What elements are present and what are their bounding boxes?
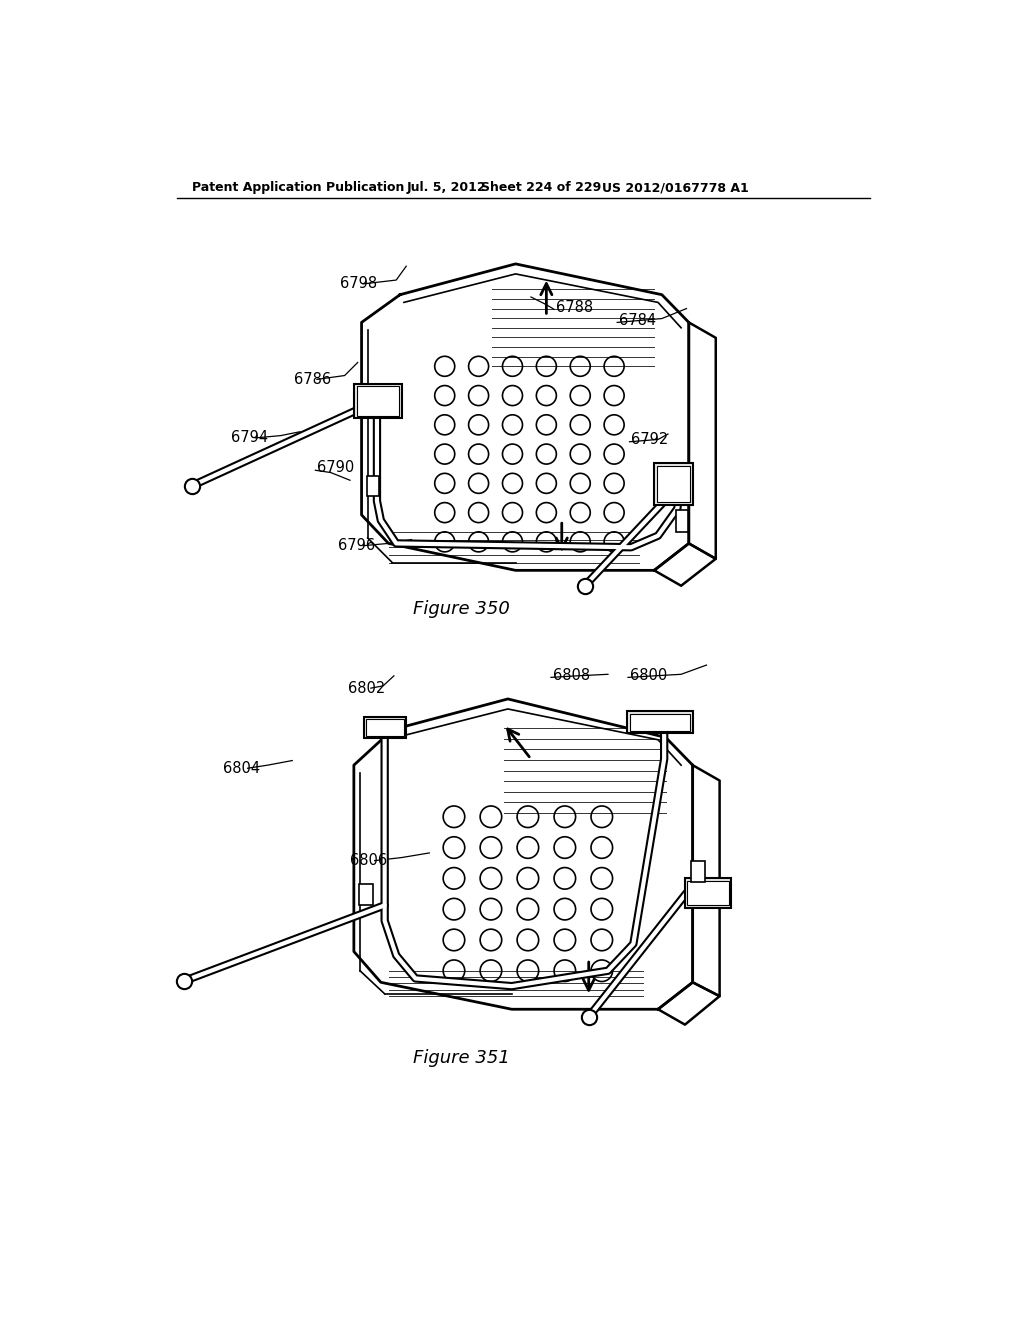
Text: 6796: 6796 xyxy=(339,539,376,553)
Bar xyxy=(628,711,692,733)
Text: 6786: 6786 xyxy=(294,372,331,387)
Text: 6788: 6788 xyxy=(556,300,593,314)
Text: US 2012/0167778 A1: US 2012/0167778 A1 xyxy=(602,181,749,194)
Text: Jul. 5, 2012: Jul. 5, 2012 xyxy=(407,181,485,194)
Text: 6790: 6790 xyxy=(316,461,354,475)
Bar xyxy=(359,884,373,906)
Bar xyxy=(357,387,398,416)
Text: Figure 350: Figure 350 xyxy=(414,601,510,618)
Bar xyxy=(685,878,731,908)
Bar xyxy=(367,719,403,737)
Bar xyxy=(367,477,379,496)
Text: 6804: 6804 xyxy=(223,760,260,776)
Text: Figure 351: Figure 351 xyxy=(414,1049,510,1067)
Bar xyxy=(630,714,690,730)
Text: Sheet 224 of 229: Sheet 224 of 229 xyxy=(481,181,601,194)
Text: 6784: 6784 xyxy=(618,313,655,327)
Bar xyxy=(691,861,705,882)
Bar xyxy=(657,466,689,502)
Bar xyxy=(354,384,401,418)
Text: Patent Application Publication: Patent Application Publication xyxy=(193,181,404,194)
Bar xyxy=(654,462,692,506)
Text: 6798: 6798 xyxy=(340,276,377,292)
Bar xyxy=(687,880,729,906)
Text: 6800: 6800 xyxy=(630,668,667,684)
Text: 6808: 6808 xyxy=(553,668,590,684)
Text: 6792: 6792 xyxy=(631,432,669,447)
Bar xyxy=(676,511,688,532)
Text: 6802: 6802 xyxy=(348,681,385,696)
Text: 6794: 6794 xyxy=(230,430,268,445)
Bar xyxy=(364,717,407,738)
Text: 6806: 6806 xyxy=(350,853,387,869)
